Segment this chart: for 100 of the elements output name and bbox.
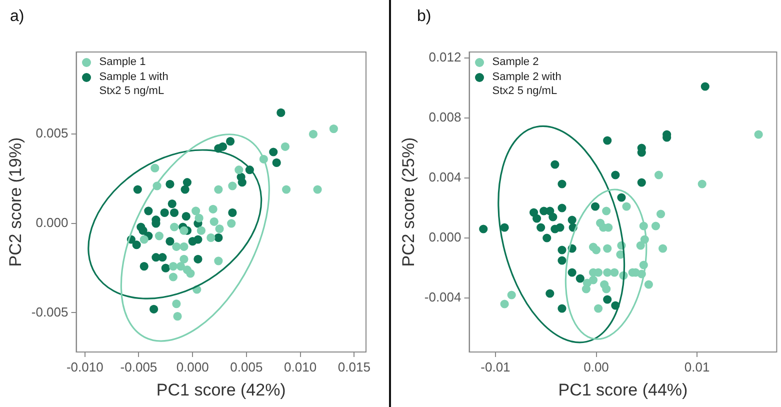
point: [617, 193, 626, 202]
point: [588, 276, 598, 284]
point: [568, 268, 576, 277]
point: [558, 246, 566, 254]
point: [173, 312, 182, 321]
point: [313, 185, 322, 194]
x-tick-label: -0.01: [480, 359, 510, 374]
point: [194, 214, 204, 222]
point: [308, 130, 318, 138]
point: [536, 223, 546, 232]
point: [172, 242, 181, 251]
x-tick-label: 0.00: [584, 359, 609, 374]
point: [172, 299, 181, 308]
point: [180, 254, 188, 264]
point: [166, 236, 174, 246]
text: a): [10, 8, 24, 26]
x-tick-label: 0.015: [338, 359, 370, 374]
point: [636, 241, 645, 250]
point: [592, 246, 601, 254]
point: [568, 216, 576, 224]
x-tick-label: 0.000: [176, 359, 209, 374]
legend-label: Sample 2 with Stx2 5 ng/mL: [492, 70, 562, 98]
point: [602, 284, 611, 294]
point: [186, 269, 195, 278]
point: [180, 242, 188, 251]
point: [168, 262, 178, 271]
legend-label: Sample 1 with Stx2 5 ng/mL: [99, 70, 170, 98]
point: [214, 233, 223, 242]
point: [228, 208, 237, 218]
y-tick-label: -0.004: [424, 290, 462, 305]
point: [558, 304, 566, 313]
point: [479, 224, 488, 234]
point: [140, 262, 148, 271]
x-tick-label: -0.010: [66, 359, 104, 374]
point: [132, 240, 141, 250]
point: [182, 178, 192, 187]
point: [194, 254, 202, 264]
point: [160, 208, 169, 218]
point: [206, 233, 216, 242]
point: [196, 226, 206, 235]
point: [644, 280, 653, 289]
point: [150, 164, 160, 172]
point: [269, 148, 278, 156]
point: [228, 182, 237, 190]
point: [161, 264, 170, 272]
point: [182, 212, 190, 221]
point: [558, 180, 566, 188]
x-tick-label: 0.010: [284, 359, 317, 374]
point: [168, 272, 178, 282]
point: [226, 136, 235, 146]
legend-label: Sample 2: [492, 55, 539, 69]
point: [603, 244, 612, 253]
point: [576, 274, 584, 283]
point: [188, 236, 197, 246]
point: [214, 256, 223, 266]
x-axis-title: PC1 score (44%): [558, 380, 688, 400]
point: [602, 206, 611, 216]
point: [150, 304, 158, 314]
y-axis-title: PC2 score (19%): [6, 137, 25, 267]
point: [234, 166, 244, 174]
x-tick-label: 0.005: [230, 359, 263, 374]
point: [168, 199, 176, 208]
point: [282, 185, 291, 194]
point: [658, 244, 668, 253]
y-tick-label: 0.004: [428, 170, 462, 185]
point: [176, 262, 186, 271]
point: [192, 206, 200, 216]
point: [532, 214, 542, 223]
point: [140, 235, 148, 244]
point: [590, 202, 600, 211]
point: [154, 232, 164, 240]
point: [500, 223, 509, 232]
point: [548, 212, 558, 222]
x-tick-label: 0.01: [684, 359, 710, 374]
point: [170, 222, 179, 232]
x-axis-title: PC1 score (42%): [156, 380, 286, 400]
x-tick-label: -0.005: [120, 359, 158, 374]
point: [272, 158, 281, 168]
point: [656, 210, 666, 218]
point: [208, 204, 218, 214]
point: [594, 304, 603, 313]
point: [180, 185, 190, 194]
point: [280, 142, 290, 151]
text: b): [417, 8, 432, 26]
point: [622, 202, 631, 211]
point: [215, 224, 224, 234]
point: [582, 284, 590, 294]
point: [651, 222, 660, 230]
point: [227, 219, 236, 228]
point: [238, 178, 246, 187]
point: [550, 160, 560, 169]
y-tick-label: -0.005: [31, 304, 68, 320]
point: [654, 170, 664, 180]
y-tick-label: 0.000: [428, 230, 462, 245]
point: [542, 234, 552, 242]
point: [144, 206, 153, 216]
point: [500, 300, 509, 308]
point: [138, 226, 148, 235]
y-tick-label: 0.008: [428, 110, 462, 125]
point: [152, 253, 160, 262]
